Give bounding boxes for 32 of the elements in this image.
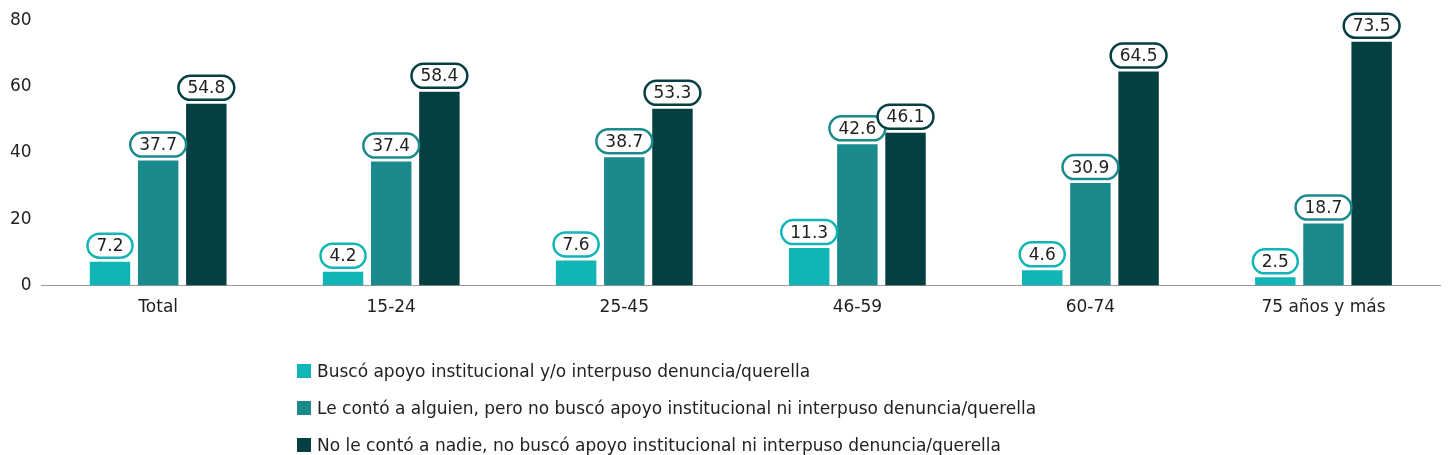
x-tick-label: 60-74: [1065, 296, 1116, 317]
data-label: 64.5: [1119, 45, 1158, 66]
y-tick-label: 60: [9, 74, 32, 95]
y-tick-label: 0: [20, 274, 32, 295]
data-label: 42.6: [838, 117, 877, 138]
data-label: 30.9: [1071, 156, 1110, 177]
data-label: 2.5: [1261, 250, 1289, 271]
x-tick-label: 25-45: [599, 296, 649, 317]
legend-label: Le contó a alguien, pero no buscó apoyo institucional ni interpuso denuncia/querella: [317, 397, 1037, 418]
legend-label: Buscó apoyo institucional y/o interpuso denuncia/querella: [317, 360, 811, 381]
data-label: 54.8: [187, 77, 226, 98]
data-label: 11.3: [790, 221, 829, 242]
data-label: 4.2: [329, 245, 357, 266]
data-label: 7.6: [562, 233, 590, 254]
y-tick-label: 20: [9, 207, 32, 228]
y-tick-label: 40: [9, 141, 32, 162]
data-label: 37.4: [372, 134, 411, 155]
x-tick-label: 15-24: [366, 296, 416, 317]
data-label: 7.2: [96, 235, 124, 256]
x-tick-label: Total: [137, 296, 179, 317]
data-label: 4.6: [1028, 243, 1056, 264]
data-label: 18.7: [1304, 196, 1343, 217]
data-label: 37.7: [139, 133, 178, 154]
data-label: 58.4: [420, 65, 459, 86]
data-label: 46.1: [886, 106, 925, 127]
x-tick-label: 46-59: [832, 296, 883, 317]
data-label: 38.7: [605, 130, 644, 151]
x-tick-label: 75 años y más: [1261, 296, 1386, 317]
data-label: 73.5: [1352, 15, 1391, 36]
legend-label: No le contó a nadie, no buscó apoyo institucional ni interpuso denuncia/querella: [317, 434, 1001, 455]
y-tick-label: 80: [9, 8, 32, 29]
data-label: 53.3: [653, 82, 692, 103]
